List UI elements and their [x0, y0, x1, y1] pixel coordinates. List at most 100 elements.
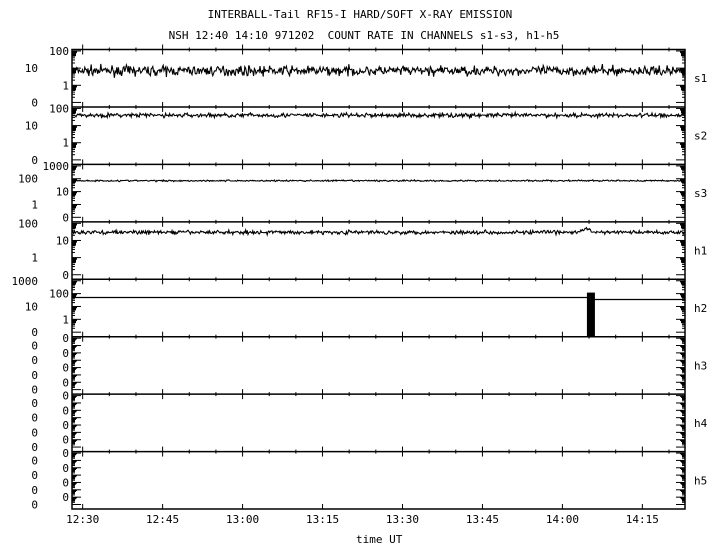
y-minor-tick-block [72, 165, 76, 170]
y-minor-tick-block [72, 460, 76, 463]
y-minor-tick-block [681, 191, 685, 196]
y-tick-label: 0 [62, 390, 69, 403]
y-minor-tick-block [681, 367, 685, 370]
y-tick-label: 0 [62, 347, 69, 360]
y-minor-tick-block [72, 240, 76, 246]
x-tick-label: 13:30 [386, 513, 419, 526]
y-minor-tick-block [681, 352, 685, 356]
y-minor-tick-block [72, 497, 76, 500]
y-tick-label: 1000 [12, 275, 39, 288]
y-minor-tick-block [72, 410, 76, 413]
y-minor-tick-block [681, 125, 685, 131]
y-tick-label: 0 [62, 404, 69, 417]
y-minor-tick-block [72, 432, 76, 435]
y-minor-tick-block [681, 68, 685, 74]
spike-h2 [586, 292, 595, 337]
y-minor-tick-block [681, 306, 685, 311]
y-minor-tick-block [72, 85, 76, 91]
y-tick-label: 0 [31, 412, 38, 425]
y-minor-tick-block [72, 293, 76, 298]
trace-s1 [71, 62, 686, 78]
x-tick-label: 14:00 [546, 513, 579, 526]
y-tick-label: 0 [31, 484, 38, 497]
y-tick-label: 0 [62, 269, 69, 282]
y-minor-tick-block [72, 204, 76, 209]
y-minor-tick-block [681, 489, 685, 493]
y-tick-label: 0 [62, 211, 69, 224]
chart-subtitle: NSH 12:40 14:10 971202 COUNT RATE IN CHA… [168, 29, 560, 42]
x-tick-label: 13:00 [226, 513, 259, 526]
y-minor-tick-block [72, 439, 76, 442]
y-minor-tick-block [681, 497, 685, 500]
panel-label-h4: h4 [694, 417, 708, 430]
panel-label-h2: h2 [694, 302, 707, 315]
y-tick-label: 0 [31, 397, 38, 410]
y-minor-tick-block [681, 475, 685, 478]
y-minor-tick-block [681, 439, 685, 442]
y-minor-tick-block [72, 142, 76, 148]
y-minor-tick-block [681, 460, 685, 463]
y-minor-tick-block [72, 223, 76, 229]
trace-h1 [71, 226, 686, 237]
panel-label-s1: s1 [694, 72, 707, 85]
y-minor-tick-block [72, 367, 76, 370]
y-minor-tick-block [72, 352, 76, 356]
y-minor-tick-block [72, 482, 76, 485]
y-minor-tick-block [681, 425, 685, 428]
y-minor-tick-block [72, 338, 76, 341]
y-minor-tick-block [72, 417, 76, 420]
y-minor-tick-block [681, 293, 685, 298]
y-tick-label: 0 [62, 491, 69, 504]
y-tick-label: 0 [62, 419, 69, 432]
y-tick-label: 0 [31, 354, 38, 367]
y-tick-label: 10 [25, 62, 38, 75]
y-minor-tick-block [72, 467, 76, 470]
x-tick-label: 12:45 [146, 513, 179, 526]
y-minor-tick-block [72, 306, 76, 311]
y-minor-tick-block [72, 425, 76, 428]
panel-label-h5: h5 [694, 474, 707, 487]
y-minor-tick-block [681, 142, 685, 148]
y-minor-tick-block [681, 338, 685, 341]
y-minor-tick-block [681, 410, 685, 413]
y-minor-tick-block [681, 417, 685, 420]
y-minor-tick-block [681, 280, 685, 285]
y-tick-label: 0 [31, 426, 38, 439]
y-minor-tick-block [681, 108, 685, 114]
y-tick-label: 100 [49, 288, 69, 301]
y-minor-tick-block [72, 453, 76, 456]
y-tick-label: 0 [31, 154, 38, 167]
y-minor-tick-block [681, 319, 685, 324]
y-tick-label: 0 [62, 434, 69, 447]
y-minor-tick-block [72, 360, 76, 363]
y-minor-tick-block [681, 467, 685, 470]
y-tick-label: 1 [62, 137, 69, 150]
y-tick-label: 1 [31, 198, 38, 211]
y-minor-tick-block [72, 345, 76, 348]
y-minor-tick-block [72, 382, 76, 385]
y-tick-label: 0 [62, 376, 69, 389]
y-minor-tick-block [72, 280, 76, 285]
y-minor-tick-block [681, 402, 685, 406]
chart-title: INTERBALL-Tail RF15-I HARD/SOFT X-RAY EM… [207, 8, 513, 21]
trace-s3 [71, 178, 686, 183]
y-tick-label: 0 [62, 447, 69, 460]
y-tick-label: 100 [18, 217, 38, 230]
x-tick-label: 13:15 [306, 513, 339, 526]
y-minor-tick-block [72, 68, 76, 74]
panel-label-s3: s3 [694, 187, 707, 200]
x-tick-label: 13:45 [466, 513, 499, 526]
y-minor-tick-block [681, 165, 685, 170]
y-minor-tick-block [72, 51, 76, 57]
y-minor-tick-block [72, 319, 76, 324]
y-tick-label: 10 [25, 120, 38, 133]
y-minor-tick-block [681, 345, 685, 348]
